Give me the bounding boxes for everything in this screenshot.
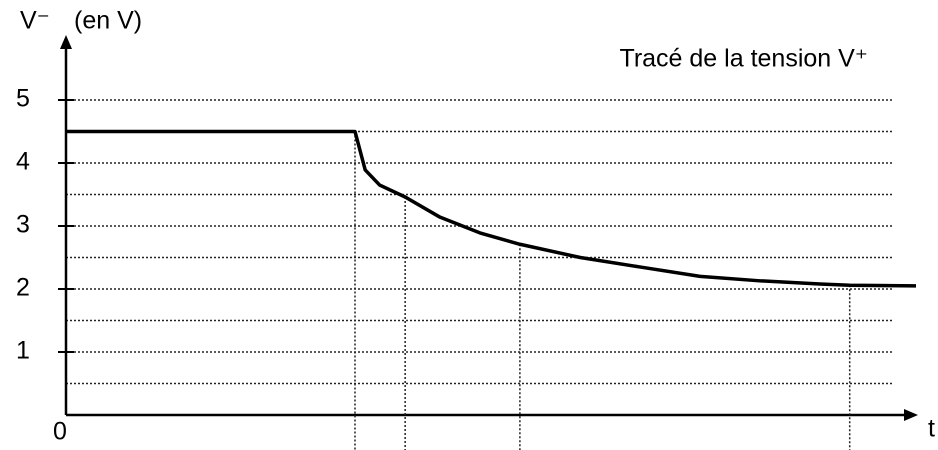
chart-title: Tracé de la tension V⁺	[619, 45, 868, 73]
x-axis-arrow	[904, 409, 918, 421]
y-tick-label: 1	[16, 337, 30, 365]
y-tick-label: 5	[16, 85, 30, 113]
y-tick-label: 2	[16, 274, 30, 302]
y-axis-label: V⁻	[20, 7, 50, 35]
y-axis-unit: (en V)	[74, 7, 142, 35]
y-tick-label: 0	[53, 418, 67, 446]
series-line	[66, 129, 917, 288]
y-tick-label: 4	[16, 148, 30, 176]
x-axis-label: t	[928, 415, 935, 443]
y-axis-arrow	[60, 35, 72, 49]
y-tick-label: 3	[16, 211, 30, 239]
